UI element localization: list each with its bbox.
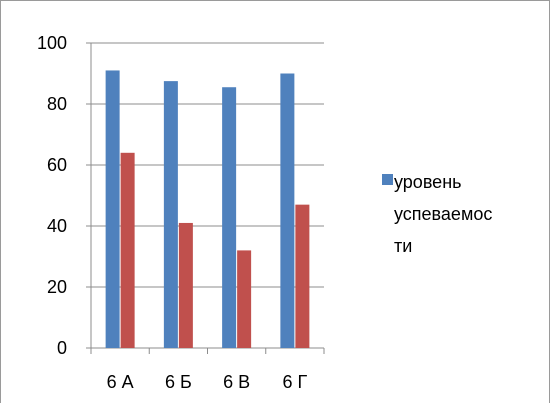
x-tick-labels: 6 А 6 Б 6 В 6 Г: [107, 372, 308, 392]
y-tick-label: 0: [57, 338, 67, 358]
legend-label-line: уровень: [394, 172, 462, 192]
bars: [105, 70, 310, 348]
y-tick-label: 40: [47, 216, 67, 236]
x-tick-label: 6 В: [223, 372, 250, 392]
x-tick-label: 6 Г: [282, 372, 307, 392]
legend-label-line: успеваемос: [394, 204, 492, 224]
legend-label-line: ти: [394, 236, 412, 256]
bar-series1-2: [163, 81, 178, 348]
x-tick-label: 6 Б: [165, 372, 192, 392]
y-tick-label: 60: [47, 155, 67, 175]
bar-series2-3: [237, 250, 252, 348]
bar-series2-2: [178, 222, 193, 348]
legend-swatch: [382, 174, 393, 185]
bar-series2-1: [120, 152, 135, 348]
bar-series1-3: [222, 87, 237, 348]
bar-series2-4: [295, 204, 310, 348]
y-tick-labels: 0 20 40 60 80 100: [37, 33, 67, 358]
x-tick-label: 6 А: [107, 372, 134, 392]
legend: уровень успеваемос ти: [382, 172, 492, 256]
y-tick-label: 80: [47, 94, 67, 114]
bar-series1-1: [105, 70, 120, 348]
y-tick-label: 20: [47, 277, 67, 297]
y-tick-label: 100: [37, 33, 67, 53]
bar-series1-4: [280, 73, 295, 348]
